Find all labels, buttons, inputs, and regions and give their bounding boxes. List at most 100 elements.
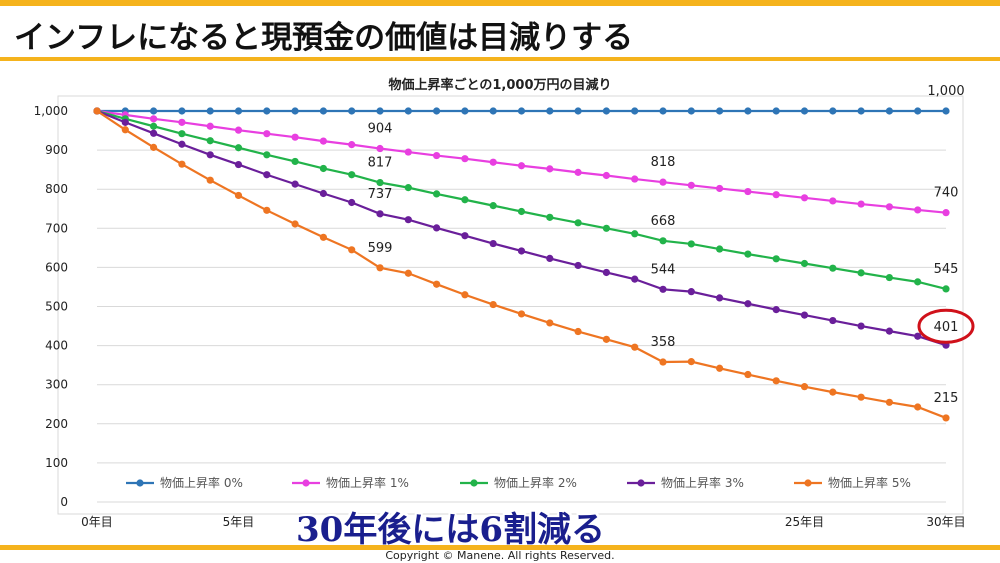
- series-point-4: [319, 233, 327, 241]
- series-point-3: [546, 254, 554, 263]
- series-point-2: [263, 151, 271, 159]
- series-point-3: [631, 275, 639, 283]
- series-point-0: [433, 107, 441, 115]
- series-point-2: [433, 190, 441, 198]
- series-point-4: [461, 291, 469, 299]
- inflation-line-chart: 0 100 200 300 400 500 600 700 800 900 1,000 0年目 5年目 2…: [34, 84, 975, 529]
- bottom-accent-bar: [0, 545, 1000, 550]
- series-point-2: [178, 130, 186, 138]
- y-tick-label: 100: [45, 456, 68, 470]
- series-point-3: [461, 232, 469, 240]
- series-point-3: [348, 198, 356, 207]
- series-point-0: [800, 107, 809, 115]
- series-point-4: [602, 335, 611, 343]
- series-point-4: [433, 280, 441, 288]
- title-underline: [0, 57, 1000, 61]
- series-point-1: [546, 165, 554, 173]
- y-tick-label: 400: [45, 339, 68, 353]
- series-point-3: [716, 294, 724, 302]
- data-label: 818: [651, 155, 676, 170]
- legend-label: 物価上昇率 2%: [494, 475, 577, 490]
- series-point-4: [263, 206, 271, 214]
- series-point-3: [178, 140, 186, 148]
- series-point-1: [942, 209, 950, 217]
- page-title: インフレになると現預金の価値は目減りする: [14, 20, 634, 56]
- series-point-0: [885, 107, 894, 115]
- series-point-4: [178, 160, 186, 168]
- series-point-0: [687, 107, 695, 115]
- series-point-0: [914, 107, 922, 115]
- series-point-2: [206, 137, 214, 145]
- series-point-2: [404, 184, 412, 192]
- series-point-1: [914, 206, 922, 214]
- series-point-1: [319, 137, 327, 145]
- series-point-4: [291, 220, 299, 228]
- series-point-3: [687, 288, 695, 296]
- series-point-3: [489, 239, 497, 248]
- x-tick-label: 0年目: [81, 515, 113, 529]
- series-point-4: [885, 398, 894, 406]
- x-tick-label: 5年目: [223, 515, 255, 529]
- series-point-0: [178, 107, 186, 115]
- data-label: 817: [368, 156, 393, 171]
- series-point-2: [885, 273, 894, 282]
- highlight-ring: [917, 308, 975, 344]
- series-point-2: [602, 224, 611, 232]
- series-point-0: [461, 107, 469, 115]
- series-point-1: [744, 187, 752, 196]
- legend-swatch-marker: [637, 479, 645, 487]
- series-point-1: [489, 158, 497, 166]
- data-label: 599: [368, 241, 393, 256]
- series-point-3: [291, 180, 299, 188]
- series-point-4: [744, 370, 752, 379]
- series-point-2: [348, 171, 356, 179]
- series-point-1: [433, 151, 441, 160]
- series-point-2: [716, 245, 724, 253]
- series-point-4: [376, 264, 384, 272]
- series-point-0: [574, 107, 582, 115]
- legend-label: 物価上昇率 0%: [160, 475, 243, 490]
- series-point-0: [489, 107, 497, 115]
- data-label: 740: [934, 186, 959, 201]
- series-point-4: [857, 393, 865, 401]
- series-point-1: [659, 178, 667, 186]
- series-point-4: [687, 358, 695, 366]
- y-tick-label: 300: [45, 378, 68, 392]
- series-point-4: [800, 383, 809, 391]
- y-tick-label: 500: [45, 300, 68, 314]
- series-point-1: [829, 197, 837, 205]
- legend-label: 物価上昇率 1%: [326, 475, 409, 490]
- series-point-1: [461, 155, 469, 163]
- series-point-2: [800, 259, 809, 268]
- series-point-1: [404, 148, 412, 156]
- series-point-1: [376, 144, 384, 153]
- series-point-1: [687, 181, 695, 189]
- y-tick-label: 800: [45, 182, 68, 196]
- chart-title: 物価上昇率ごとの1,000万円の目減り: [388, 78, 612, 93]
- series-point-0: [546, 107, 554, 115]
- series-point-4: [829, 388, 837, 396]
- series-point-2: [857, 269, 865, 277]
- series-point-4: [716, 364, 724, 372]
- series-point-2: [687, 240, 695, 248]
- series-point-3: [404, 216, 412, 224]
- series-point-1: [206, 122, 214, 130]
- series-point-0: [857, 107, 865, 115]
- caption-overlay: 30年後には6割減る: [296, 510, 605, 550]
- series-point-2: [772, 255, 780, 263]
- series-point-2: [546, 213, 554, 221]
- plot-frame: [57, 95, 964, 515]
- series-point-2: [150, 122, 158, 130]
- series-point-3: [234, 160, 243, 169]
- series-point-2: [234, 144, 243, 152]
- series-point-2: [659, 237, 667, 245]
- y-tick-label: 0: [60, 495, 68, 509]
- series-point-3: [574, 261, 582, 270]
- series-point-2: [574, 219, 582, 227]
- series-point-3: [602, 268, 611, 277]
- series-line-4: [96, 110, 947, 419]
- series-point-0: [291, 107, 299, 115]
- series-point-0: [234, 107, 243, 115]
- series-point-0: [376, 107, 384, 115]
- data-label: 737: [368, 187, 393, 202]
